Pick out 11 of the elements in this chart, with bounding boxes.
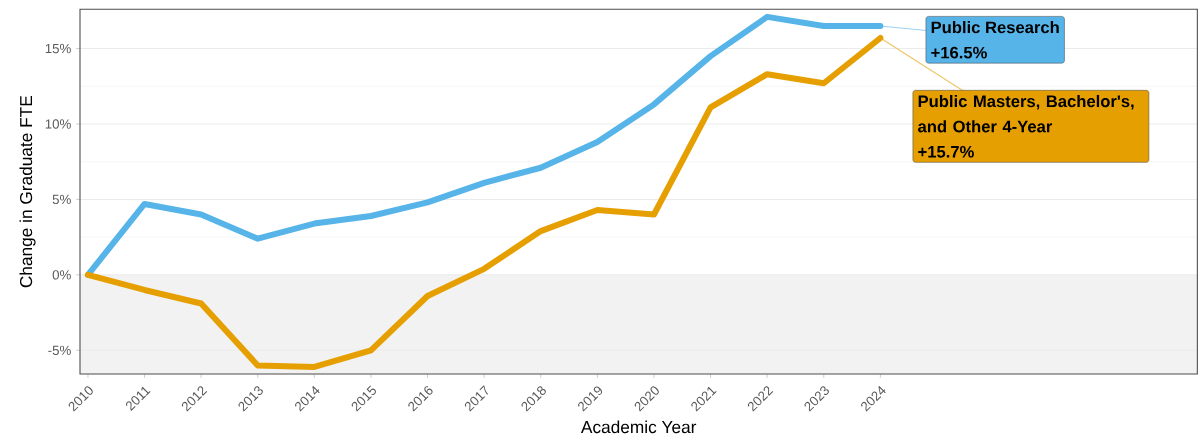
annotation: +15.7% bbox=[918, 145, 974, 158]
y-tick-label: 5% bbox=[52, 194, 71, 205]
text: Public Masters, Bachelor's, and Other 4-Year bbox=[918, 94, 1134, 133]
y-tick-label: 0% bbox=[52, 270, 71, 280]
y-tick-label: 15% bbox=[45, 43, 71, 54]
y-tick-label: -5% bbox=[48, 345, 71, 355]
text: Public Research bbox=[931, 21, 1059, 34]
annotation: +16.5% bbox=[931, 46, 987, 59]
y-tick-label: 10% bbox=[45, 119, 71, 129]
y-axis-title: Change in Graduate FTE bbox=[19, 95, 36, 288]
x-axis-title: Academic Year bbox=[580, 420, 697, 434]
